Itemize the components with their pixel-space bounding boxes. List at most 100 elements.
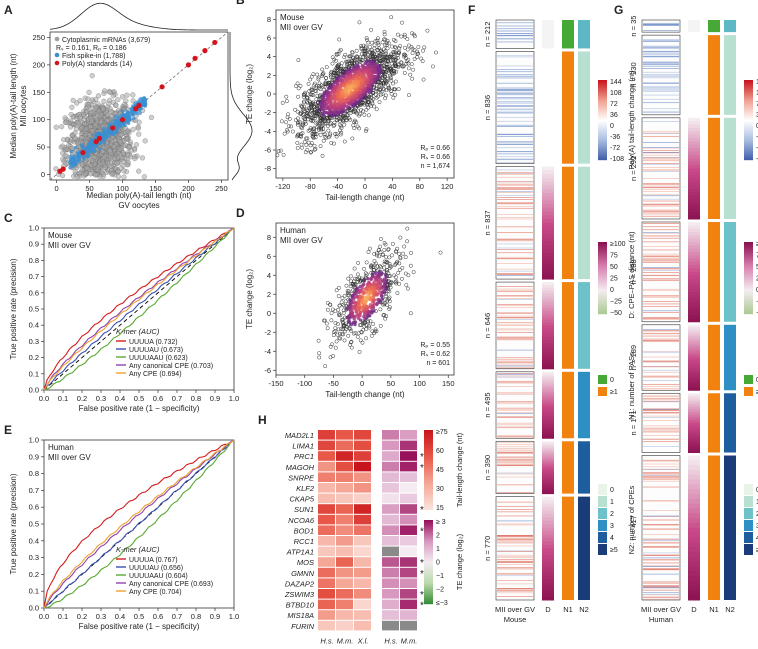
data-point [409, 62, 414, 67]
data-point [338, 87, 342, 92]
y-tick-label: 0 [267, 90, 271, 99]
spike-in-point [102, 140, 107, 145]
y-tick-label: 0.8 [29, 469, 39, 478]
d-cell [688, 271, 700, 276]
legend-swatch [598, 544, 607, 555]
spike-in-point [92, 148, 96, 153]
data-point [347, 307, 352, 311]
data-point [395, 291, 400, 295]
y-tick-label: 0.3 [29, 553, 39, 562]
data-point [318, 144, 323, 149]
heatmap-line [643, 272, 679, 273]
data-point [347, 76, 351, 80]
data-point [353, 300, 358, 305]
heatmap-line [497, 291, 533, 293]
data-point [374, 251, 379, 256]
data-point [354, 93, 359, 98]
heatmap-line [643, 361, 679, 363]
data-point [372, 298, 377, 302]
data-point [296, 86, 301, 91]
data-point [289, 124, 293, 129]
mrna-point [60, 173, 66, 179]
heatmap-line [643, 356, 679, 358]
panel-letter: A [4, 3, 13, 17]
poly-standard-point [110, 125, 116, 131]
d-cell [688, 258, 700, 263]
data-point [379, 291, 383, 296]
data-point [393, 79, 398, 84]
data-point [355, 272, 360, 277]
data-point [367, 246, 372, 251]
d-cell [542, 299, 554, 303]
mrna-point [74, 116, 80, 122]
d-cell [542, 226, 554, 231]
heatmap-line [497, 176, 533, 178]
y-tick-label: 0 [267, 309, 271, 318]
heatmap-line [643, 278, 679, 280]
heatmap-line [497, 172, 533, 173]
x-tick-label: 250 [215, 184, 228, 193]
d-cell [688, 195, 700, 200]
data-point [411, 67, 416, 72]
y-axis-label: True positive rate (precision) [9, 258, 18, 359]
data-point [306, 81, 311, 86]
heatmap-line [497, 258, 533, 259]
heatmap-line [497, 33, 533, 35]
data-point [357, 349, 362, 354]
heatmap-line [643, 30, 679, 31]
d-cell [688, 188, 700, 193]
stats-label: n = 601 [426, 360, 450, 367]
mrna-point [124, 92, 130, 98]
heatmap-line [643, 253, 679, 255]
d-cell [542, 572, 554, 577]
x-tick-label: 0.3 [96, 394, 106, 403]
heatmap-line [643, 74, 679, 75]
legend-tick: 4 [610, 535, 614, 542]
d-cell [542, 503, 554, 508]
n1-cell [562, 51, 574, 164]
heatmap-block [495, 440, 535, 494]
heatmap-line [497, 136, 533, 137]
data-point [336, 327, 341, 332]
data-point [377, 71, 382, 75]
spike-in-point [86, 150, 91, 154]
heatmap-line [643, 515, 679, 517]
mrna-point [63, 119, 69, 125]
mrna-point [118, 165, 124, 171]
heatmap-line [497, 317, 533, 319]
mrna-point [110, 93, 116, 99]
legend-a: Cytoplasmic mRNAs (3,679)Fish spike-in (… [52, 34, 180, 70]
data-point [360, 51, 364, 56]
data-point [323, 97, 327, 102]
mrna-point [115, 97, 121, 103]
heatmap-line [643, 360, 679, 361]
heatmap-line [497, 416, 533, 418]
heatmap-line [497, 187, 533, 188]
y-tick-label: 150 [32, 88, 45, 97]
d-cell [542, 219, 554, 224]
heatmap-line [643, 410, 679, 411]
spike-in-point [131, 116, 136, 121]
spike-in-point [97, 147, 102, 151]
mrna-point [89, 128, 95, 134]
heatmap-line [643, 528, 679, 530]
data-point [412, 57, 417, 61]
mrna-point [132, 156, 138, 162]
heatmap-line [643, 187, 679, 189]
heatmap-line [643, 198, 679, 200]
heatmap-line [497, 559, 533, 560]
heatmap-line [643, 377, 679, 378]
d-cell [542, 328, 554, 332]
heatmap-line [643, 22, 679, 24]
mrna-point [98, 119, 104, 125]
d-cell [688, 121, 700, 126]
d-cell [688, 251, 700, 256]
d-cell [542, 527, 554, 532]
group-count: n = 35 [629, 16, 638, 37]
heatmap-line [497, 74, 533, 76]
mrna-point [105, 112, 111, 118]
data-point [358, 93, 362, 98]
heatmap-line [643, 338, 679, 340]
d-cell [688, 225, 700, 230]
heatmap-line [643, 340, 679, 342]
